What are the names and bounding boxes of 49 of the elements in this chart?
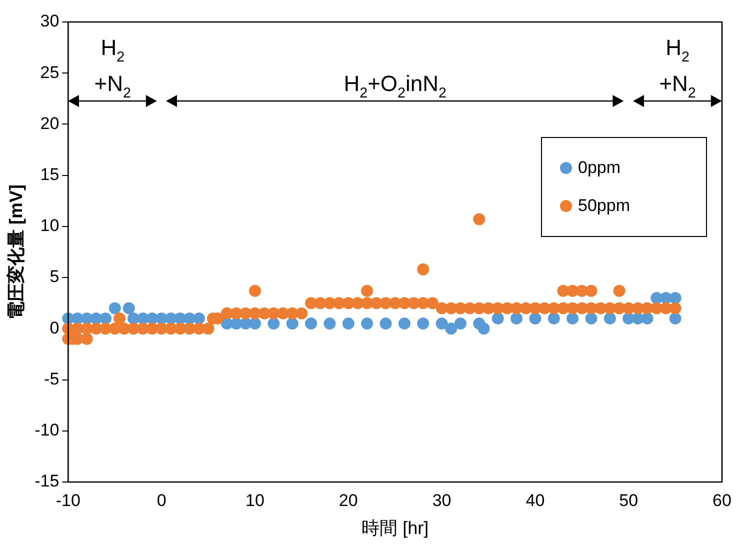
y-tick-label: -10 <box>34 420 60 440</box>
x-tick-label: 30 <box>432 490 452 510</box>
point <box>286 318 298 330</box>
point <box>324 318 336 330</box>
point <box>122 302 135 314</box>
point <box>478 322 490 335</box>
y-axis-title: 電圧変化量 [mV] <box>6 184 26 320</box>
x-tick-label: 40 <box>526 490 545 510</box>
y-tick-label: -5 <box>44 369 60 388</box>
point <box>342 318 354 330</box>
y-tick-label: 20 <box>40 114 60 133</box>
x-tick-label: 10 <box>246 490 264 510</box>
point <box>248 318 261 330</box>
legend-label: 50ppm <box>578 196 631 216</box>
x-axis-title: 時間 [hr] <box>362 518 429 538</box>
point <box>669 312 682 324</box>
point <box>669 292 682 304</box>
legend-label: 0ppm <box>578 158 622 178</box>
point <box>604 312 616 324</box>
point <box>192 312 205 324</box>
y-tick-label: 10 <box>40 216 60 236</box>
point <box>417 318 430 330</box>
point <box>548 312 560 324</box>
point <box>529 312 542 324</box>
x-tick-label: 20 <box>338 490 358 510</box>
point <box>641 312 654 324</box>
y-tick-label: 5 <box>50 267 60 286</box>
y-tick-label: 0 <box>50 318 60 338</box>
point <box>445 322 458 335</box>
y-tick-label: 25 <box>40 62 60 82</box>
point <box>108 302 121 314</box>
point <box>398 318 410 330</box>
point <box>268 318 280 330</box>
point <box>361 318 374 330</box>
y-tick-label: 15 <box>40 165 60 184</box>
x-tick-label: 50 <box>619 490 638 510</box>
point <box>380 318 392 330</box>
point <box>436 318 448 330</box>
point <box>585 312 598 324</box>
y-tick-label: -15 <box>34 472 60 491</box>
point <box>100 312 112 324</box>
x-tick-label: 0 <box>156 490 166 510</box>
point <box>492 312 504 324</box>
point <box>305 318 318 330</box>
point <box>454 318 466 330</box>
point <box>510 312 523 324</box>
point <box>566 312 579 324</box>
y-tick-label: 30 <box>40 12 60 31</box>
x-tick-label: 60 <box>712 490 732 510</box>
